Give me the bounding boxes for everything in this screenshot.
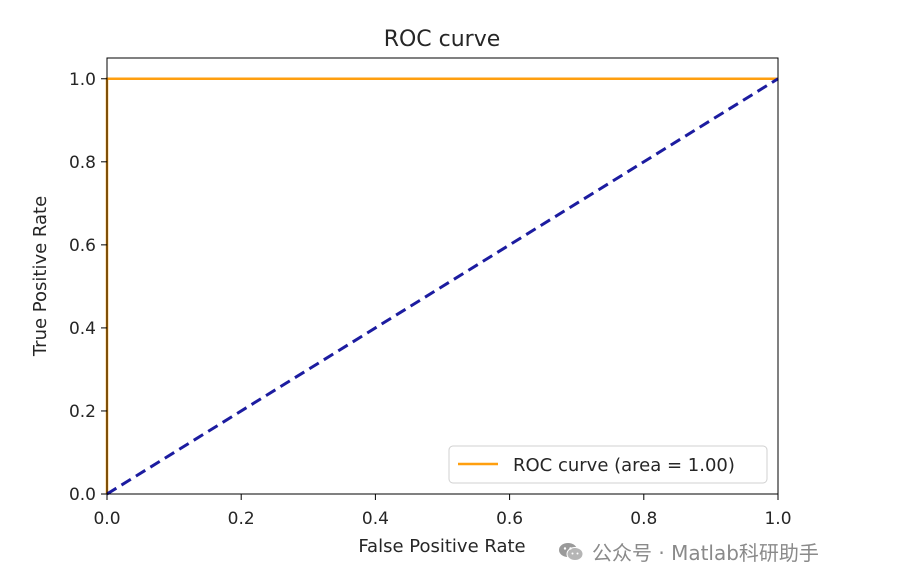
x-axis: 0.0 0.2 0.4 0.6 0.8 1.0	[93, 494, 792, 529]
x-tick-label: 0.2	[228, 509, 255, 529]
series-line-chance	[106, 77, 779, 496]
plot-area	[105, 57, 779, 496]
plot-border	[106, 57, 779, 495]
x-tick-label: 0.4	[362, 509, 389, 529]
watermark-text: 公众号 · Matlab科研助手	[592, 541, 819, 565]
y-tick-label: 0.0	[69, 485, 96, 505]
plot-frame	[107, 58, 778, 494]
legend: ROC curve (area = 1.00)	[448, 445, 768, 484]
y-tick-label: 0.2	[69, 402, 96, 422]
y-tick-label: 0.4	[69, 319, 96, 339]
x-tick-label: 0.8	[630, 509, 657, 529]
y-tick-label: 0.8	[69, 153, 96, 173]
legend-label: ROC curve (area = 1.00)	[513, 455, 735, 476]
x-tick-label: 0.0	[93, 509, 120, 529]
x-tick-label: 1.0	[764, 509, 791, 529]
watermark: 公众号 · Matlab科研助手	[558, 537, 819, 566]
y-tick-label: 0.6	[69, 236, 96, 256]
y-axis: 0.0 0.2 0.4 0.6 0.8 1.0	[69, 70, 107, 505]
x-tick-label: 0.6	[496, 509, 523, 529]
legend-box	[448, 445, 768, 484]
wechat-icon	[559, 542, 584, 561]
x-axis-label: False Positive Rate	[358, 536, 525, 557]
y-tick-label: 1.0	[69, 70, 96, 90]
chart-title: ROC curve	[384, 27, 501, 52]
y-axis-label: True Positive Rate	[30, 196, 51, 357]
